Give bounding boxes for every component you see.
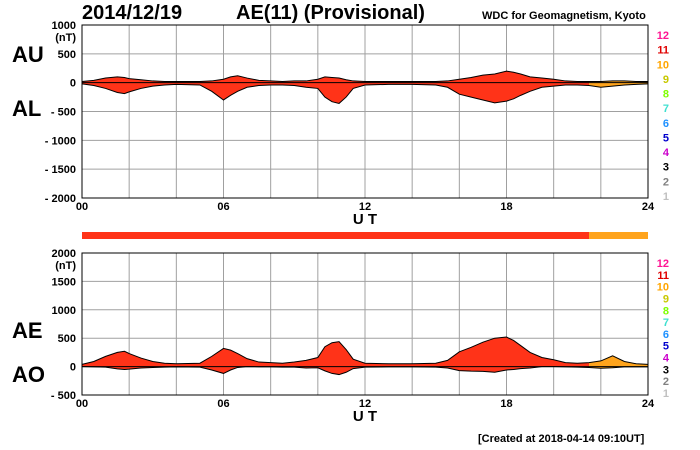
x-tick-label: 18 bbox=[500, 201, 512, 213]
scale-legend-item: 4 bbox=[663, 147, 670, 159]
y-tick-label: 0 bbox=[70, 78, 76, 90]
scale-legend-item: 9 bbox=[663, 74, 669, 86]
scale-legend-item: 6 bbox=[663, 118, 669, 130]
scale-legend-item: 11 bbox=[657, 45, 669, 57]
side-label-ao: AO bbox=[12, 362, 45, 387]
scale-legend-item: 10 bbox=[657, 282, 669, 294]
scale-legend-item: 1 bbox=[663, 191, 669, 203]
side-label-au: AU bbox=[12, 42, 44, 67]
y-tick-label: - 500 bbox=[51, 390, 76, 402]
scale-legend-item: 12 bbox=[657, 258, 669, 270]
scale-legend-item: 5 bbox=[663, 341, 669, 353]
x-tick-label: 12 bbox=[359, 398, 371, 410]
x-tick-label: 06 bbox=[217, 201, 229, 213]
index-title: AE(11) (Provisional) bbox=[236, 2, 425, 24]
scale-legend-item: 3 bbox=[663, 162, 669, 174]
x-tick-label: 18 bbox=[500, 398, 512, 410]
plot-frame bbox=[81, 252, 649, 396]
upper-series-line bbox=[81, 336, 649, 365]
scale-legend-item: 6 bbox=[663, 329, 669, 341]
lower-area-fill-late bbox=[589, 82, 648, 88]
y-tick-label: 500 bbox=[58, 333, 76, 345]
unit-label: (nT) bbox=[55, 260, 76, 272]
created-timestamp: [Created at 2018-04-14 09:10UT] bbox=[478, 433, 645, 445]
lower-series-line bbox=[81, 83, 649, 104]
x-axis-label: U T bbox=[353, 211, 377, 228]
x-tick-label: 24 bbox=[642, 398, 655, 410]
lower-area-fill bbox=[82, 366, 590, 375]
plot-frame bbox=[81, 24, 649, 199]
scale-legend-item: 5 bbox=[663, 132, 669, 144]
y-tick-label: 1000 bbox=[52, 20, 76, 32]
y-tick-label: 0 bbox=[70, 362, 76, 374]
scale-legend-item: 12 bbox=[657, 30, 669, 42]
scale-legend-item: 3 bbox=[663, 364, 669, 376]
x-axis-label: U T bbox=[353, 408, 377, 425]
y-tick-label: 500 bbox=[58, 49, 76, 61]
scale-legend-item: 7 bbox=[663, 103, 669, 115]
scale-legend-item: 9 bbox=[663, 293, 669, 305]
side-label-ae: AE bbox=[12, 318, 43, 343]
y-tick-label: - 500 bbox=[51, 107, 76, 119]
x-tick-label: 00 bbox=[76, 201, 88, 213]
scale-legend-item: 2 bbox=[663, 176, 669, 188]
scale-legend-item: 2 bbox=[663, 376, 669, 388]
unit-label: (nT) bbox=[55, 32, 76, 44]
scale-legend-item: 10 bbox=[657, 59, 669, 71]
upper-area-fill-late bbox=[589, 355, 648, 367]
x-tick-label: 00 bbox=[76, 398, 88, 410]
upper-area-fill bbox=[82, 337, 590, 367]
y-tick-label: 1500 bbox=[52, 276, 76, 288]
y-tick-label: - 2000 bbox=[45, 193, 76, 205]
side-label-al: AL bbox=[12, 96, 41, 121]
upper-area-fill bbox=[82, 71, 590, 83]
x-tick-label: 24 bbox=[642, 201, 655, 213]
y-tick-label: 1000 bbox=[52, 305, 76, 317]
scale-legend-item: 8 bbox=[663, 305, 669, 317]
x-tick-label: 12 bbox=[359, 201, 371, 213]
date-title: 2014/12/19 bbox=[82, 2, 183, 24]
y-tick-label: - 1500 bbox=[45, 164, 76, 176]
station-count-bar-segment bbox=[589, 232, 648, 239]
scale-legend-item: 7 bbox=[663, 317, 669, 329]
scale-legend-item: 8 bbox=[663, 89, 669, 101]
source-label: WDC for Geomagnetism, Kyoto bbox=[482, 10, 646, 22]
x-tick-label: 06 bbox=[217, 398, 229, 410]
station-count-bar-segment bbox=[82, 232, 590, 239]
upper-series-line bbox=[81, 70, 648, 83]
scale-legend-item: 1 bbox=[663, 388, 669, 400]
y-tick-label: - 1000 bbox=[45, 135, 76, 147]
lower-area-fill bbox=[82, 82, 590, 104]
y-tick-label: 2000 bbox=[52, 248, 76, 260]
scale-legend-item: 4 bbox=[663, 353, 670, 365]
scale-legend-item: 11 bbox=[657, 270, 669, 282]
